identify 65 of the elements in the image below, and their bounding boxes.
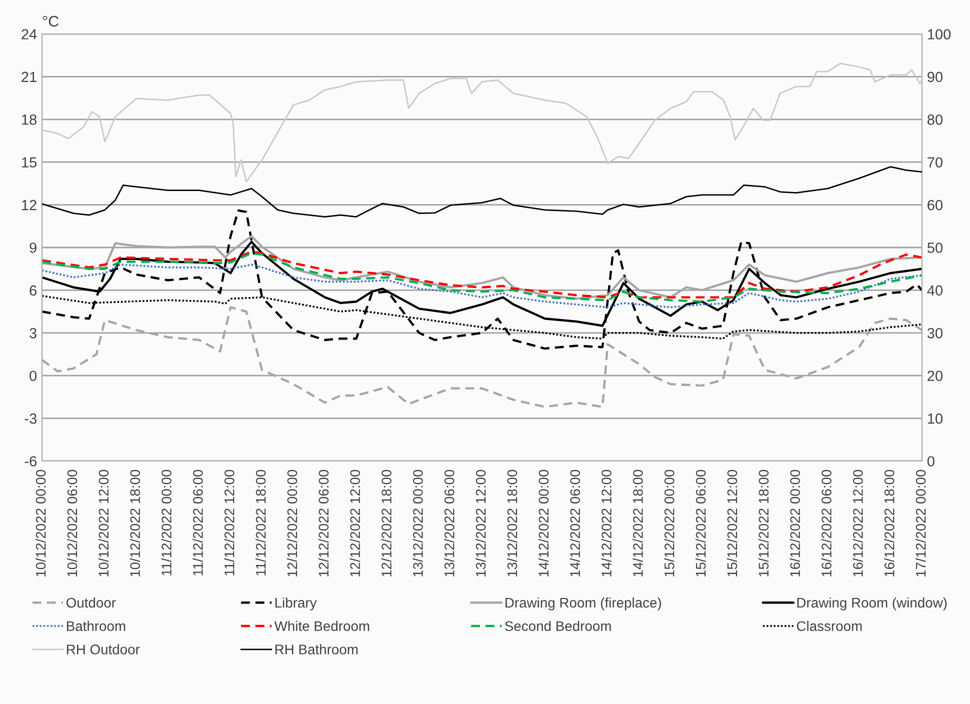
x-tick-label: 16/12/2022 18:00 bbox=[884, 470, 894, 576]
legend-label: White Bedroom bbox=[274, 620, 370, 632]
y2-tick-label: 100 bbox=[928, 29, 951, 40]
line-series bbox=[42, 166, 922, 218]
y-tick-label: 15 bbox=[22, 157, 37, 168]
legend-label: Second Bedroom bbox=[505, 620, 611, 632]
x-tick-label: 12/12/2022 00:00 bbox=[286, 470, 298, 576]
y-tick-label: -3 bbox=[24, 413, 36, 424]
legend-label: RH Bathroom bbox=[275, 644, 358, 654]
y-tick-label: 18 bbox=[22, 114, 37, 125]
y2-tick-label: 30 bbox=[927, 328, 943, 338]
y2-tick-label: 40 bbox=[927, 285, 943, 296]
x-tick-label: 14/12/2022 00:00 bbox=[538, 470, 549, 576]
legend-label: Bathroom bbox=[66, 620, 126, 632]
x-tick-label: 11/12/2022 18:00 bbox=[256, 470, 266, 576]
legend-label: Outdoor bbox=[66, 597, 116, 608]
x-tick-label: 13/12/2022 18:00 bbox=[506, 470, 518, 576]
x-tick-label: 10/12/2022 06:00 bbox=[66, 470, 78, 576]
x-tick-label: 13/12/2022 06:00 bbox=[444, 470, 454, 576]
y-tick-label: 12 bbox=[22, 200, 36, 210]
x-tick-label: 15/12/2022 18:00 bbox=[758, 470, 769, 576]
legend-label: Drawing Room (window) bbox=[797, 597, 947, 610]
x-tick-label: 10/12/2022 00:00 bbox=[36, 470, 46, 576]
x-tick-label: 13/12/2022 12:00 bbox=[476, 470, 486, 576]
y-tick-label: 21 bbox=[22, 72, 36, 82]
x-tick-label: 16/12/2022 00:00 bbox=[790, 470, 800, 576]
x-tick-label: 11/12/2022 06:00 bbox=[192, 470, 203, 576]
y2-tick-label: 60 bbox=[928, 200, 943, 210]
x-tick-label: 12/12/2022 06:00 bbox=[318, 470, 329, 576]
y-axis-title: °C bbox=[42, 16, 59, 27]
x-tick-label: 15/12/2022 06:00 bbox=[696, 470, 706, 576]
x-tick-label: 13/12/2022 00:00 bbox=[412, 470, 423, 576]
x-tick-label: 14/12/2022 06:00 bbox=[570, 470, 580, 576]
x-tick-label: 14/12/2022 18:00 bbox=[632, 470, 643, 576]
x-tick-label: 12/12/2022 12:00 bbox=[350, 470, 360, 576]
y2-tick-label: 80 bbox=[927, 114, 943, 125]
x-tick-label: 12/12/2022 18:00 bbox=[381, 470, 392, 576]
y-tick-label: 6 bbox=[30, 285, 36, 296]
y2-tick-label: 90 bbox=[928, 72, 943, 82]
x-tick-label: 16/12/2022 06:00 bbox=[821, 470, 832, 576]
x-tick-label: 14/12/2022 12:00 bbox=[601, 470, 612, 576]
x-tick-label: 16/12/2022 12:00 bbox=[852, 470, 863, 576]
legend-label: Drawing Room (fireplace) bbox=[506, 597, 661, 610]
y2-tick-label: 0 bbox=[927, 456, 934, 466]
y2-tick-label: 10 bbox=[928, 413, 943, 424]
y-tick-label: 24 bbox=[22, 29, 37, 40]
y2-tick-label: 70 bbox=[928, 157, 943, 168]
y2-tick-label: 20 bbox=[928, 370, 943, 382]
y2-tick-label: 50 bbox=[927, 242, 943, 253]
x-tick-label: 11/12/2022 00:00 bbox=[161, 470, 172, 576]
line-series bbox=[42, 62, 922, 182]
x-tick-label: 15/12/2022 12:00 bbox=[726, 470, 738, 576]
x-tick-label: 10/12/2022 12:00 bbox=[98, 470, 109, 576]
y-tick-label: 0 bbox=[30, 370, 37, 382]
x-tick-label: 11/12/2022 12:00 bbox=[224, 470, 234, 576]
x-tick-label: 10/12/2022 18:00 bbox=[130, 470, 140, 576]
y-tick-label: -6 bbox=[24, 456, 36, 466]
y-tick-label: 9 bbox=[30, 242, 36, 253]
x-tick-label: 15/12/2022 00:00 bbox=[664, 470, 674, 576]
legend-label: Classroom bbox=[796, 620, 862, 632]
legend-label: RH Outdoor bbox=[66, 644, 140, 654]
y-tick-label: 3 bbox=[30, 328, 36, 338]
line-series bbox=[42, 209, 922, 350]
x-tick-label: 17/12/2022 00:00 bbox=[916, 470, 926, 576]
legend-label: Library bbox=[275, 597, 317, 610]
